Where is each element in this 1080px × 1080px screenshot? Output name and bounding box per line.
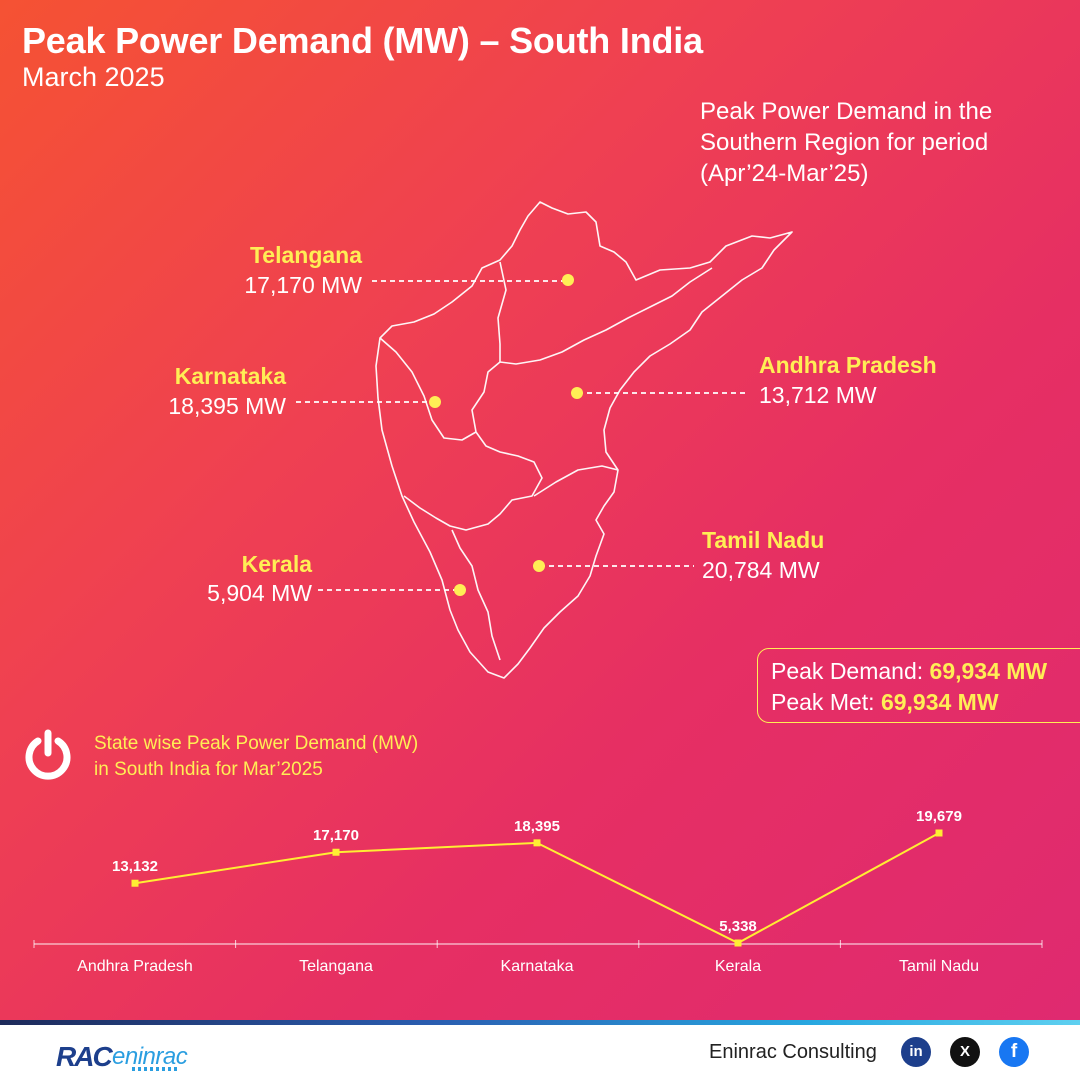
data-label: 17,170	[313, 827, 359, 844]
label-kerala-value: 5,904 MW	[207, 580, 312, 606]
series-line	[134, 832, 940, 945]
data-point	[332, 848, 340, 856]
page-title: Peak Power Demand (MW) – South India	[22, 20, 703, 61]
label-telangana-value: 17,170 MW	[244, 272, 362, 298]
category-label: Tamil Nadu	[899, 958, 979, 975]
data-label: 19,679	[916, 808, 962, 825]
line-chart: 13,132 17,170 18,395 5,338 19,679 Andhra Pra…	[77, 808, 979, 975]
data-point	[131, 879, 139, 887]
data-label: 5,338	[719, 918, 757, 935]
label-karnataka-value: 18,395 MW	[168, 393, 286, 419]
summary-box: Peak Demand: 69,934 MW Peak Met: 69,934 …	[757, 648, 1080, 723]
peak-demand-value: 69,934 MW	[929, 658, 1048, 684]
border-telangana-ap	[497, 261, 713, 365]
category-label: Telangana	[299, 958, 373, 975]
data-label: 18,395	[514, 818, 560, 835]
data-label: 13,132	[112, 858, 158, 875]
label-andhra-value: 13,712 MW	[759, 382, 877, 408]
peak-met-label: Peak Met:	[771, 689, 881, 715]
marker-tamilnadu	[533, 560, 545, 572]
peak-demand-row: Peak Demand: 69,934 MW	[771, 656, 1080, 687]
border-karnataka-west	[379, 337, 477, 441]
peak-met-value: 69,934 MW	[880, 689, 999, 715]
category-label: Kerala	[715, 958, 761, 975]
label-tamilnadu-value: 20,784 MW	[702, 557, 820, 583]
marker-andhra	[571, 387, 583, 399]
x-twitter-icon[interactable]: X	[950, 1037, 980, 1067]
region-note: Peak Power Demand in the Southern Region…	[700, 98, 993, 187]
label-telangana-name: Telangana	[249, 242, 362, 268]
data-point	[935, 829, 943, 837]
border-tn-ap	[533, 465, 619, 497]
infographic-canvas: Peak Power Demand (MW) – South India Mar…	[0, 0, 1080, 1020]
data-point	[734, 939, 742, 947]
category-label: Andhra Pradesh	[77, 958, 193, 975]
marker-karnataka	[429, 396, 441, 408]
linkedin-icon[interactable]: in	[901, 1037, 931, 1067]
marker-kerala	[454, 584, 466, 596]
chart-caption-line2: in South India for Mar’2025	[94, 759, 323, 780]
marker-telangana	[562, 274, 574, 286]
border-kerala-tn	[451, 529, 501, 661]
company-name: Eninrac Consulting	[709, 1041, 877, 1063]
peak-demand-label: Peak Demand:	[771, 658, 930, 684]
peak-met-row: Peak Met: 69,934 MW	[771, 687, 1080, 718]
region-outline	[375, 201, 793, 679]
category-label: Karnataka	[501, 958, 574, 975]
label-andhra-name: Andhra Pradesh	[759, 352, 937, 378]
border-karnataka-east	[403, 361, 543, 531]
south-india-map	[375, 201, 793, 679]
brand-logo-rac: RAC	[56, 1041, 113, 1072]
label-tamilnadu-name: Tamil Nadu	[702, 527, 825, 553]
footer-stripe	[0, 1020, 1080, 1025]
chart-caption-line1: State wise Peak Power Demand (MW)	[94, 733, 419, 754]
power-icon	[25, 729, 71, 780]
data-point	[533, 839, 541, 847]
page-subtitle: March 2025	[22, 62, 165, 92]
label-karnataka-name: Karnataka	[174, 363, 286, 389]
brand-dots	[132, 1067, 180, 1071]
chart-caption: State wise Peak Power Demand (MW) in Sou…	[94, 731, 418, 783]
label-kerala-name: Kerala	[241, 551, 312, 577]
brand-logo-eninrac: eninrac	[112, 1043, 188, 1070]
facebook-icon[interactable]: f	[999, 1037, 1029, 1067]
footer: RAC eninrac Eninrac Consulting in X f	[0, 1025, 1080, 1080]
